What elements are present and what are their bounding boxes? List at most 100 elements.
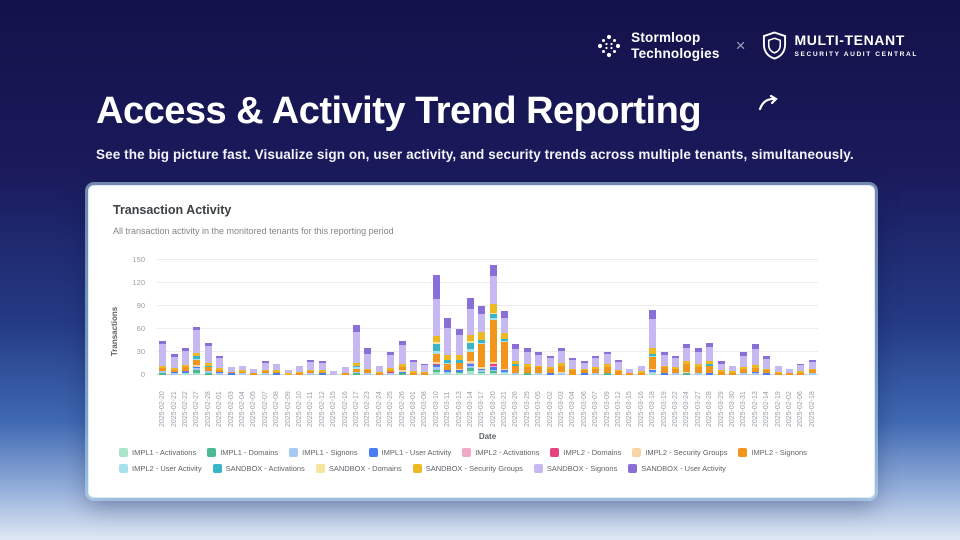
x-tick-label: 2025-03-11: [444, 391, 452, 427]
bar-segment: [387, 373, 395, 375]
bar-segment: [683, 373, 691, 375]
bar-segment: [352, 362, 360, 366]
y-axis-ticks: 0 30 60 90 120 150: [123, 255, 151, 379]
bar-segment: [489, 369, 497, 372]
stacked-bar: [250, 368, 258, 375]
stacked-bar: [501, 311, 509, 375]
bar-segment: [592, 358, 600, 368]
bar-segment: [261, 361, 269, 363]
bar-segment: [398, 371, 406, 374]
bar-segment: [501, 311, 509, 318]
gridline: [157, 282, 818, 283]
bar-segment: [763, 370, 771, 374]
bar-segment: [501, 317, 509, 333]
bar-segment: [273, 373, 281, 375]
stormloop-logo: Stormloop Technologies: [596, 30, 719, 61]
legend-swatch: [119, 464, 128, 473]
stacked-bar: [774, 365, 782, 375]
bar-segment: [637, 372, 645, 375]
legend-label: IMPL1 - Signons: [302, 448, 358, 457]
bar-segment: [238, 370, 246, 372]
legend-label: SANDBOX - Domains: [328, 464, 402, 473]
bar-segment: [455, 362, 463, 369]
bar-segment: [352, 373, 360, 375]
bar-segment: [204, 345, 212, 363]
legend-item: IMPL1 - Domains: [207, 448, 278, 457]
stacked-bar: [409, 359, 417, 375]
bar-segment: [717, 371, 725, 375]
stacked-bar: [706, 342, 714, 375]
x-tick-label: 2025-03-18: [649, 391, 657, 427]
bar-segment: [580, 362, 588, 369]
bar-segment: [466, 365, 474, 369]
bar-segment: [683, 364, 691, 372]
stacked-bar: [569, 358, 577, 375]
bar-segment: [740, 373, 748, 375]
bar-segment: [159, 344, 167, 366]
bar-segment: [455, 370, 463, 372]
bar-segment: [307, 371, 315, 374]
bar-segment: [409, 372, 417, 375]
stacked-bar: [615, 359, 623, 375]
bar-segment: [159, 368, 167, 372]
bar-segment: [535, 373, 543, 375]
stacked-bar: [786, 368, 793, 375]
x-tick-label: 2025-03-28: [706, 391, 714, 427]
bar-segment: [649, 371, 657, 374]
bar-segment: [683, 371, 691, 374]
stacked-bar: [238, 365, 246, 375]
x-tick-label: 2025-03-04: [569, 391, 577, 427]
stacked-bar: [603, 352, 611, 375]
y-tick-label: 120: [132, 278, 145, 287]
bar-segment: [409, 359, 417, 362]
bar-segment: [432, 367, 440, 370]
bar-segment: [170, 373, 178, 375]
y-tick-label: 0: [140, 370, 145, 379]
legend-item: SANDBOX - User Activity: [628, 464, 726, 473]
x-tick-label: 2025-03-27: [694, 391, 702, 427]
bar-segment: [159, 365, 167, 369]
bar-segment: [455, 373, 463, 375]
stacked-bar: [387, 352, 395, 375]
bar-segment: [660, 373, 668, 375]
bar-segment: [216, 369, 224, 372]
bar-segment: [409, 371, 417, 373]
bar-segment: [466, 348, 474, 353]
shield-icon: [762, 31, 786, 60]
legend-label: SANDBOX - Signons: [546, 464, 618, 473]
bar-segment: [330, 371, 338, 375]
bar-segment: [717, 361, 725, 364]
bar-segment: [341, 367, 349, 374]
bar-segment: [227, 373, 235, 375]
legend-swatch: [550, 448, 560, 457]
x-tick-label: 2025-03-12: [615, 391, 623, 427]
bar-segment: [193, 358, 201, 361]
x-tick-label: 2025-03-24: [683, 391, 691, 427]
bar-segment: [466, 298, 474, 310]
x-tick-label: 2025-02-14: [763, 391, 771, 427]
gridline: [157, 351, 818, 352]
page-title: Access & Activity Trend Reporting: [96, 90, 702, 132]
x-tick-label: 2025-03-03: [558, 391, 566, 427]
bar-segment: [706, 365, 714, 374]
bar-segment: [626, 373, 634, 375]
bar-segment: [216, 373, 224, 375]
bar-segment: [204, 371, 212, 374]
bar-segment: [375, 371, 383, 374]
bar-segment: [546, 367, 554, 369]
bar-segment: [170, 369, 178, 372]
legend-swatch: [289, 448, 299, 457]
x-tick-label: 2025-03-14: [466, 391, 474, 427]
bar-segment: [444, 370, 452, 372]
bar-segment: [352, 332, 360, 363]
bar-segment: [729, 372, 737, 375]
stacked-bar: [546, 355, 554, 375]
bar-segment: [444, 362, 452, 365]
bar-segment: [181, 348, 189, 352]
bar-segment: [284, 373, 292, 375]
bar-segment: [660, 365, 668, 368]
x-tick-label: 2025-03-26: [512, 391, 520, 427]
stacked-bar: [763, 355, 771, 375]
bar-segment: [489, 371, 497, 373]
bar-segment: [501, 370, 509, 372]
